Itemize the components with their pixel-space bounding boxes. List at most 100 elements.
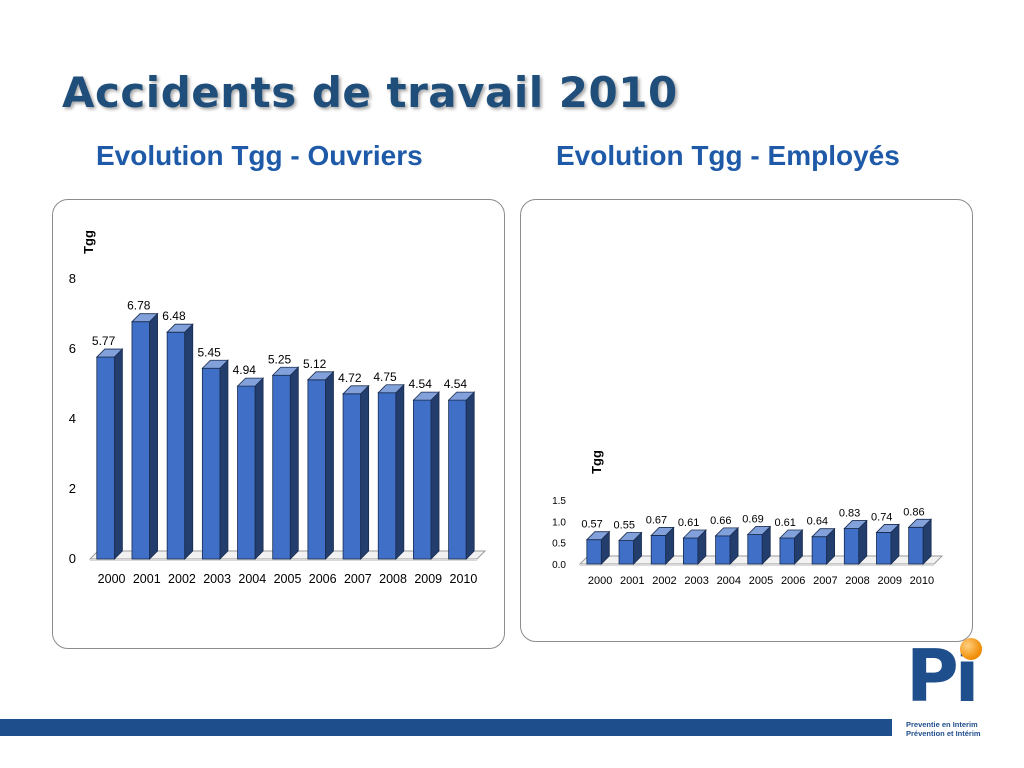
bar: [778, 529, 804, 565]
bar-top: [811, 528, 836, 538]
bar: [618, 531, 643, 565]
bar-front: [448, 399, 467, 560]
x-tick-label: 2008: [379, 572, 407, 586]
data-label: 4.54: [409, 377, 433, 391]
data-label: 0.57: [581, 519, 602, 531]
chart-subtitle-employes: Evolution Tgg - Employés: [556, 140, 900, 171]
bar: [447, 391, 476, 560]
bar: [236, 377, 265, 560]
data-label: 0.66: [710, 515, 731, 527]
x-tick-label: 2010: [450, 572, 478, 586]
bar-top: [618, 532, 643, 541]
company-logo: Pi Preventie en Interim Prévention et In…: [900, 634, 1000, 744]
bar-top: [236, 377, 265, 387]
data-label: 5.12: [303, 357, 327, 371]
bar-side: [325, 370, 334, 560]
y-tick-label: 8: [69, 271, 76, 286]
bar-top: [342, 385, 370, 395]
x-tick-label: 2008: [845, 575, 869, 587]
bar-front: [342, 393, 362, 560]
bar: [585, 530, 611, 565]
logo-dot-icon: [960, 638, 982, 660]
data-label: 0.86: [903, 506, 924, 518]
bar: [166, 323, 194, 560]
y-axis-label: Tgg: [81, 230, 96, 254]
bar-top: [377, 384, 405, 394]
bar-side: [395, 383, 405, 560]
x-tick-label: 2003: [203, 572, 231, 586]
x-tick-label: 2006: [309, 572, 337, 586]
bar-chart-ouvriers: 0 2 4 6 8 Tgg 5.77 2000 6.78 2001 6.48 2002 5.45 2003…: [69, 230, 487, 586]
bar-side: [289, 366, 299, 560]
data-label: 0.69: [742, 514, 763, 526]
x-tick-label: 2000: [588, 575, 612, 587]
x-tick-label: 2001: [620, 575, 644, 587]
bar-top: [271, 366, 300, 376]
y-tick-label: 1.0: [552, 517, 566, 528]
x-tick-label: 2001: [133, 572, 161, 586]
x-tick-label: 2004: [238, 572, 266, 586]
data-label: 6.78: [127, 299, 151, 313]
bar-front: [237, 385, 256, 560]
x-tick-label: 2005: [274, 572, 302, 586]
data-label: 5.25: [268, 352, 292, 366]
bar-front: [682, 537, 699, 565]
bar: [201, 359, 229, 560]
chart-floor-edge: [580, 564, 934, 566]
data-label: 6.48: [162, 309, 186, 323]
bar: [412, 391, 440, 560]
data-label: 0.67: [646, 514, 667, 526]
bar-top: [412, 391, 440, 401]
bar-front: [166, 331, 186, 560]
bar-side: [360, 384, 370, 560]
bar-top: [682, 529, 707, 539]
chart-panel-employes: 0.0 0.5 1.0 1.5 Tgg 0.57 2000 0.55 2001 0.67 2002 0…: [520, 199, 973, 642]
bar-side: [254, 377, 264, 560]
bar-front: [811, 536, 828, 565]
bar: [271, 366, 300, 560]
bar-front: [715, 535, 731, 565]
bar-top: [746, 526, 772, 535]
bar-front: [272, 374, 291, 560]
data-label: 0.61: [678, 517, 699, 529]
x-tick-label: 2003: [684, 575, 708, 587]
bar-top: [166, 323, 194, 333]
bar-top: [650, 527, 675, 536]
bar-front: [876, 532, 892, 565]
data-label: 4.54: [444, 377, 468, 391]
x-tick-label: 2002: [652, 575, 676, 587]
bar-top: [131, 313, 159, 323]
x-tick-label: 2010: [910, 575, 934, 587]
bar: [875, 523, 900, 565]
bar-top: [585, 531, 611, 541]
bar-side: [149, 312, 158, 560]
page-title: Accidents de travail 2010: [62, 68, 678, 117]
x-tick-label: 2006: [781, 575, 805, 587]
logo-text-line2: Prévention et Intérim: [906, 729, 981, 738]
bar-side: [184, 323, 194, 560]
data-label: 5.45: [197, 345, 221, 359]
bar-front: [650, 535, 667, 565]
bar: [131, 312, 159, 560]
y-tick-label: 6: [69, 341, 76, 356]
bar-front: [201, 367, 221, 560]
x-tick-label: 2009: [414, 572, 442, 586]
bar-front: [586, 539, 602, 565]
bar-top: [95, 348, 124, 358]
bar: [377, 383, 405, 560]
bar: [650, 526, 675, 565]
bar-front: [307, 379, 326, 560]
data-label: 0.64: [807, 516, 828, 528]
bar: [342, 384, 370, 560]
bar: [746, 525, 772, 565]
bar: [907, 518, 933, 565]
data-label: 0.55: [614, 520, 635, 532]
logo-text-line1: Preventie en Interim: [906, 720, 978, 729]
y-tick-label: 0: [69, 551, 76, 566]
data-label: 4.72: [338, 371, 362, 385]
x-tick-label: 2005: [749, 575, 773, 587]
bar-side: [465, 391, 475, 560]
bar-top: [778, 529, 804, 539]
bar-top: [714, 527, 740, 537]
data-label: 0.61: [774, 517, 795, 529]
